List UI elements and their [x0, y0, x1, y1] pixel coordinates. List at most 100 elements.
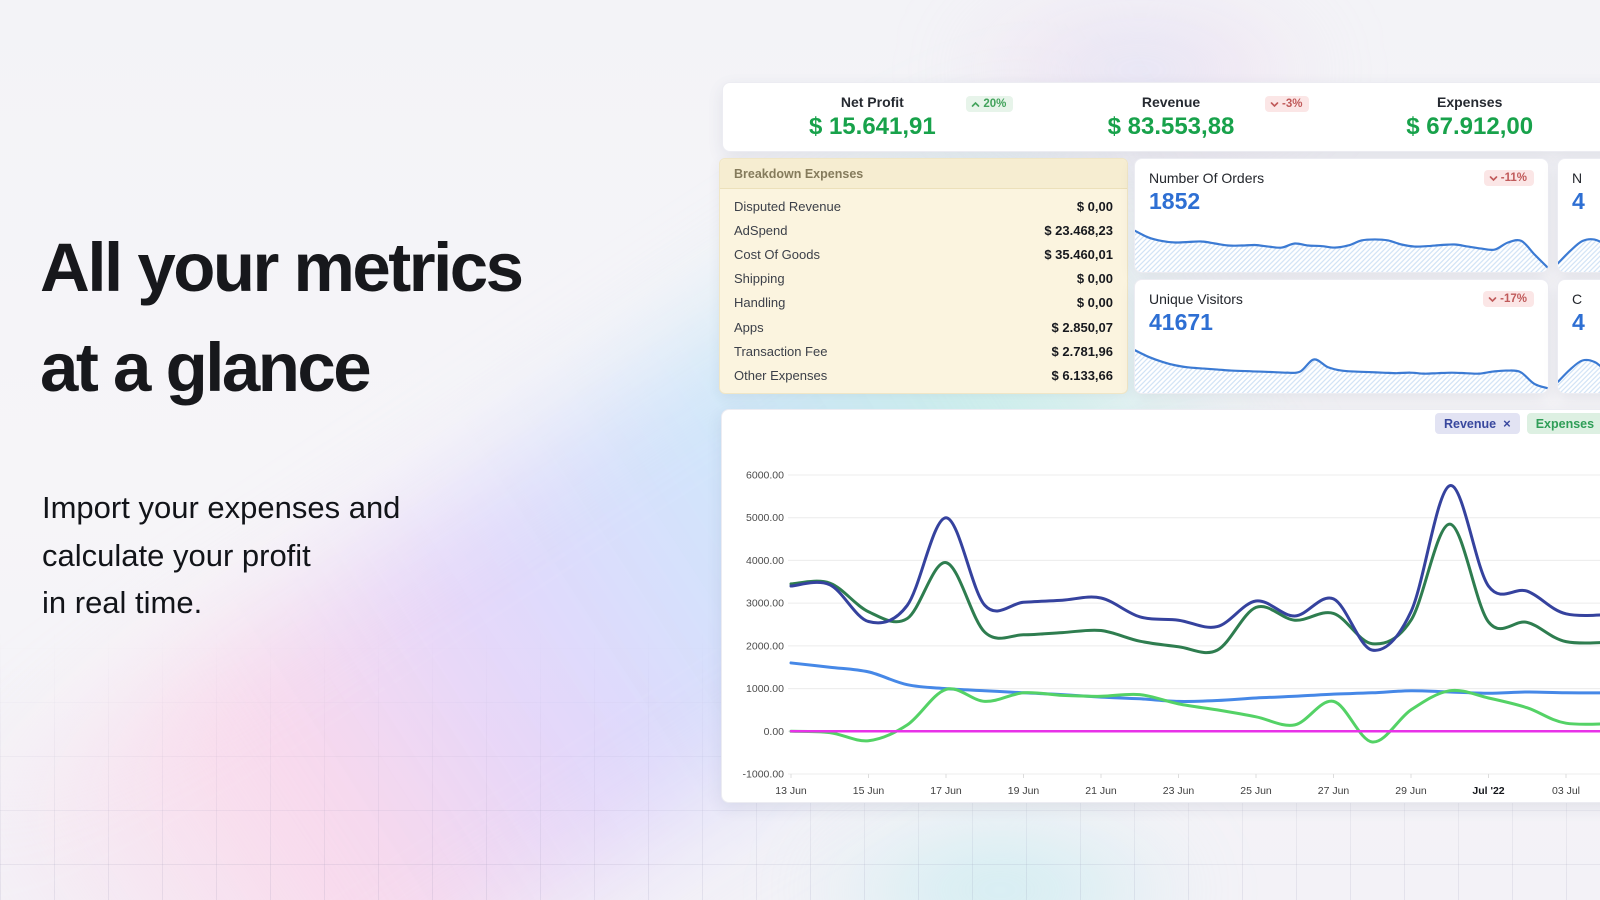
- svg-text:6000.00: 6000.00: [746, 470, 784, 482]
- number-of-orders-value: 1852: [1149, 188, 1201, 214]
- breakdown-row: Other Expenses $ 6.133,66: [720, 363, 1127, 387]
- svg-text:-1000.00: -1000.00: [743, 769, 785, 781]
- partial-stat-card-bottom: C 4: [1557, 279, 1600, 394]
- breakdown-row-value: $ 35.460,01: [1044, 246, 1113, 262]
- svg-text:0.00: 0.00: [764, 726, 785, 738]
- kpi-net-profit-label: Net Profit: [840, 93, 904, 110]
- page-subtitle-line3: in real time.: [42, 585, 203, 620]
- partial-stat-card-bottom-sparkline: [1558, 358, 1600, 393]
- hero-section: All your metrics at a glance Import your…: [40, 218, 524, 627]
- chevron-up-icon: [972, 101, 980, 107]
- breakdown-row-value: $ 6.133,66: [1051, 367, 1113, 383]
- kpi-net-profit: Net Profit $ 15.641,91 20%: [723, 83, 1022, 151]
- svg-text:4000.00: 4000.00: [746, 555, 784, 567]
- breakdown-row-value: $ 0,00: [1076, 271, 1113, 287]
- breakdown-row-label: Apps: [734, 319, 764, 335]
- breakdown-row-label: Other Expenses: [734, 367, 828, 383]
- kpi-expenses: Expenses $ 67.912,00: [1320, 83, 1600, 151]
- page-subtitle-line2: calculate your profit: [42, 537, 311, 573]
- breakdown-row-value: $ 0,00: [1076, 198, 1113, 214]
- kpi-revenue-label: Revenue: [1141, 93, 1201, 110]
- breakdown-row-label: Transaction Fee: [734, 343, 828, 359]
- breakdown-row-label: AdSpend: [734, 222, 788, 238]
- revenue-expenses-line-chart: 6000.00 5000.00 4000.00 3000.00 2000.00 1000.…: [743, 470, 1600, 797]
- close-icon[interactable]: ×: [1503, 416, 1511, 431]
- breakdown-row: Handling $ 0,00: [720, 291, 1127, 315]
- unique-visitors-card: Unique Visitors 41671 -17%: [1134, 279, 1549, 394]
- chart-line-revenue: [789, 484, 1600, 652]
- breakdown-expenses-title: Breakdown Expenses: [720, 159, 1127, 189]
- page-subtitle: Import your expenses and calculate your …: [42, 484, 522, 627]
- partial-stat-card-bottom-label: C: [1572, 291, 1583, 307]
- page-title: All your metrics at a glance: [40, 218, 524, 418]
- kpi-revenue-value: $ 83.553,88: [1107, 112, 1235, 140]
- breakdown-row-value: $ 23.468,23: [1044, 222, 1113, 238]
- unique-visitors-label: Unique Visitors: [1149, 291, 1243, 307]
- unique-visitors-value: 41671: [1149, 309, 1213, 335]
- chevron-down-icon: [1270, 101, 1279, 107]
- breakdown-row: AdSpend $ 23.468,23: [720, 218, 1127, 242]
- svg-text:Jul '22: Jul '22: [1472, 785, 1504, 797]
- breakdown-row-label: Handling: [734, 295, 786, 311]
- breakdown-row-value: $ 2.850,07: [1051, 319, 1113, 335]
- chart-line-expenses: [789, 522, 1600, 655]
- svg-text:17 Jun: 17 Jun: [930, 785, 962, 797]
- kpi-revenue-badge: -3%: [1265, 96, 1310, 112]
- kpi-net-profit-value: $ 15.641,91: [808, 112, 936, 140]
- kpi-summary-card: Net Profit $ 15.641,91 20% Revenue $ 83.…: [722, 82, 1600, 152]
- breakdown-row: Transaction Fee $ 2.781,96: [720, 339, 1127, 363]
- breakdown-expenses-panel: Breakdown Expenses Disputed Revenue $ 0,0…: [719, 158, 1128, 394]
- breakdown-row-value: $ 0,00: [1076, 295, 1113, 311]
- svg-text:03 Jul: 03 Jul: [1552, 785, 1580, 797]
- breakdown-row: Cost Of Goods $ 35.460,01: [720, 242, 1127, 266]
- partial-stat-card-bottom-value: 4: [1572, 309, 1585, 335]
- chart-line-series-light-green: [789, 687, 1600, 744]
- unique-visitors-sparkline: [1135, 349, 1548, 393]
- svg-text:25 Jun: 25 Jun: [1240, 785, 1272, 797]
- svg-text:13 Jun: 13 Jun: [775, 785, 807, 797]
- svg-text:29 Jun: 29 Jun: [1395, 785, 1427, 797]
- breakdown-row: Disputed Revenue $ 0,00: [720, 194, 1127, 218]
- breakdown-row-label: Disputed Revenue: [734, 198, 841, 214]
- svg-text:3000.00: 3000.00: [746, 598, 784, 610]
- number-of-orders-label: Number Of Orders: [1149, 170, 1265, 186]
- chevron-down-icon: [1489, 175, 1498, 181]
- breakdown-row-label: Cost Of Goods: [734, 246, 820, 262]
- legend-chip-revenue[interactable]: Revenue ×: [1435, 413, 1520, 434]
- partial-stat-card-top-sparkline: [1558, 238, 1600, 272]
- breakdown-row-value: $ 2.781,96: [1051, 343, 1113, 359]
- kpi-expenses-value: $ 67.912,00: [1406, 112, 1534, 140]
- number-of-orders-card: Number Of Orders 1852 -11%: [1134, 158, 1549, 273]
- svg-text:27 Jun: 27 Jun: [1318, 785, 1350, 797]
- partial-stat-card-top-label: N: [1572, 170, 1583, 186]
- kpi-revenue: Revenue $ 83.553,88 -3%: [1022, 83, 1321, 151]
- kpi-net-profit-badge: 20%: [966, 96, 1014, 112]
- svg-text:2000.00: 2000.00: [746, 640, 784, 652]
- legend-chip-expenses-label: Expenses: [1535, 416, 1595, 431]
- page-title-line2: at a glance: [40, 329, 372, 406]
- partial-stat-card-top: N 4: [1557, 158, 1600, 273]
- number-of-orders-sparkline: [1135, 229, 1548, 272]
- svg-text:5000.00: 5000.00: [746, 512, 784, 524]
- chart-legend: Revenue × Expenses: [1435, 413, 1600, 434]
- main-chart-card: 6000.00 5000.00 4000.00 3000.00 2000.00 1000.…: [721, 409, 1600, 803]
- breakdown-row: Apps $ 2.850,07: [720, 315, 1127, 339]
- svg-text:21 Jun: 21 Jun: [1085, 785, 1117, 797]
- number-of-orders-badge: -11%: [1483, 170, 1534, 186]
- svg-text:1000.00: 1000.00: [746, 683, 784, 695]
- breakdown-expenses-list: Disputed Revenue $ 0,00 AdSpend $ 23.468,23…: [720, 189, 1127, 388]
- svg-text:19 Jun: 19 Jun: [1008, 785, 1040, 797]
- unique-visitors-badge: -17%: [1483, 291, 1534, 307]
- kpi-expenses-label: Expenses: [1436, 93, 1503, 110]
- svg-text:15 Jun: 15 Jun: [853, 785, 885, 797]
- breakdown-row-label: Shipping: [734, 271, 785, 287]
- svg-text:23 Jun: 23 Jun: [1163, 785, 1195, 797]
- breakdown-row: Shipping $ 0,00: [720, 267, 1127, 291]
- legend-chip-revenue-label: Revenue: [1444, 416, 1497, 431]
- page-title-line1: All your metrics: [40, 229, 524, 306]
- legend-chip-expenses[interactable]: Expenses: [1526, 413, 1600, 434]
- chevron-down-icon: [1488, 296, 1497, 302]
- page-subtitle-line1: Import your expenses and: [42, 490, 401, 525]
- partial-stat-card-top-value: 4: [1572, 188, 1585, 214]
